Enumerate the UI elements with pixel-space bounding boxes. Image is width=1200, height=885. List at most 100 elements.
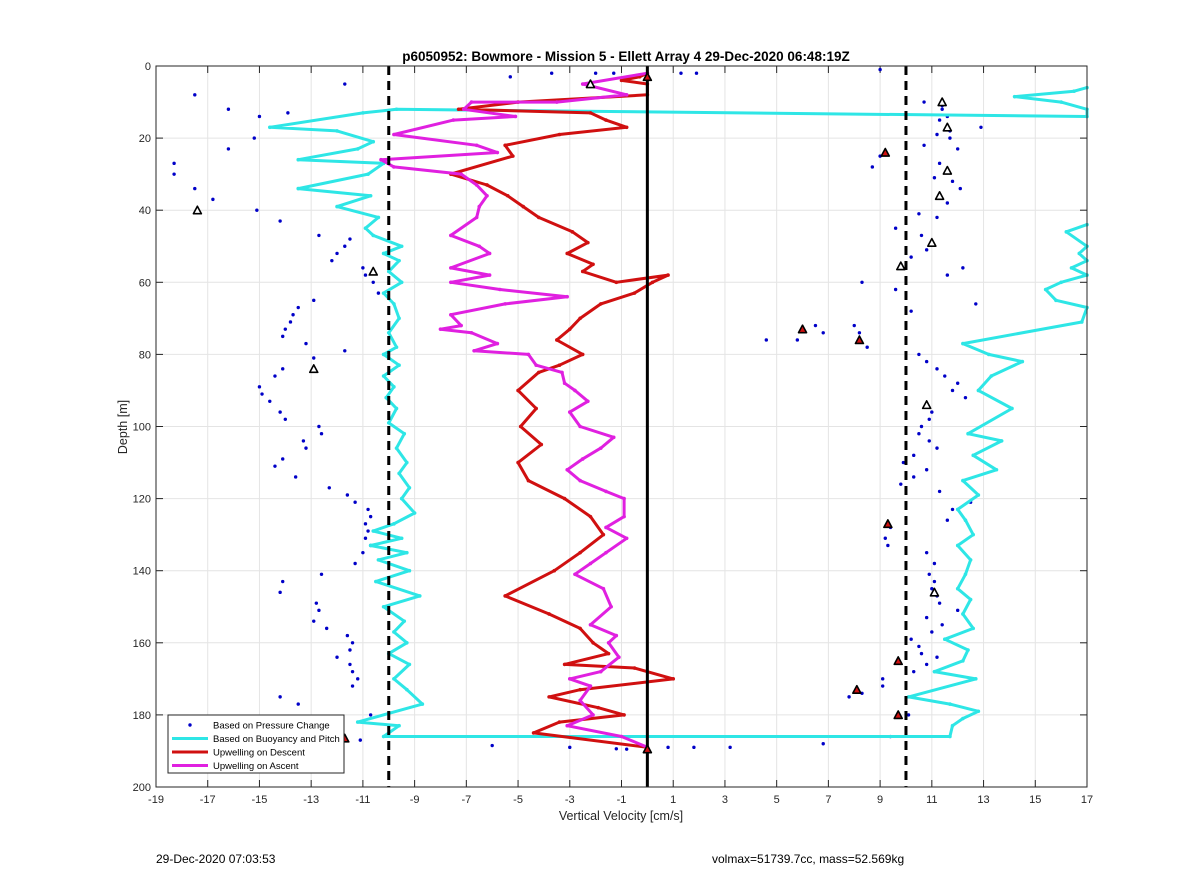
data-point — [226, 107, 231, 111]
series-point — [477, 204, 482, 209]
series-point — [971, 626, 976, 631]
x-tick-label: -17 — [200, 794, 216, 806]
data-point — [368, 713, 373, 717]
series-point — [578, 687, 582, 692]
data-point — [312, 619, 316, 623]
data-point — [666, 745, 670, 750]
data-point — [278, 219, 282, 223]
series-point — [518, 424, 523, 429]
series-point — [604, 525, 608, 530]
x-tick-label: -13 — [303, 794, 319, 806]
series-point — [394, 406, 399, 411]
data-point — [912, 669, 916, 674]
data-point — [614, 747, 619, 751]
series-point — [588, 514, 593, 519]
y-tick-label: 80 — [139, 349, 151, 361]
series-point — [381, 291, 386, 295]
data-point — [312, 298, 316, 303]
series-point — [521, 204, 526, 209]
triangle-marker — [883, 519, 893, 529]
data-point — [361, 266, 365, 270]
data-point — [893, 287, 898, 292]
data-point — [278, 410, 282, 414]
series-point — [267, 125, 272, 130]
series-point — [392, 522, 396, 526]
x-tick-label: 11 — [926, 794, 937, 806]
data-point — [909, 309, 913, 313]
series-point — [573, 388, 577, 393]
data-point — [880, 684, 885, 688]
series-point — [966, 431, 970, 436]
series-point — [536, 215, 541, 220]
legend-swatch — [188, 723, 192, 727]
series-point — [474, 143, 479, 148]
data-point — [304, 341, 308, 346]
series-point — [296, 157, 301, 162]
series-point — [968, 597, 973, 602]
series-point — [381, 374, 386, 378]
series-point — [588, 561, 593, 566]
series-point — [565, 294, 569, 299]
series-point — [1054, 298, 1058, 303]
series-point — [955, 543, 960, 548]
y-axis-label: Depth [m] — [116, 400, 130, 454]
legend-label: Upwelling on Ascent — [213, 761, 299, 772]
series-point — [407, 662, 412, 667]
data-point — [955, 147, 960, 151]
series-point — [485, 183, 489, 187]
series-point — [622, 514, 626, 519]
series-point — [371, 233, 376, 238]
series-point — [384, 395, 388, 400]
series-layer — [172, 67, 1089, 751]
data-point — [314, 601, 319, 605]
series-point — [591, 713, 595, 717]
x-tick-label: -11 — [355, 794, 370, 806]
triangle-marker — [942, 165, 953, 175]
data-point — [283, 327, 288, 331]
data-point — [932, 579, 937, 584]
series-point — [392, 132, 396, 137]
data-point — [343, 244, 347, 248]
series-point — [1043, 287, 1048, 292]
data-point — [257, 114, 262, 119]
series-point — [1012, 94, 1017, 99]
series-point — [407, 485, 412, 490]
triangle-marker — [642, 72, 653, 82]
series-point — [906, 695, 911, 699]
legend-label: Upwelling on Descent — [213, 748, 305, 759]
data-point — [286, 111, 290, 115]
series-point — [397, 723, 401, 728]
data-point — [909, 255, 913, 259]
data-point — [937, 161, 942, 166]
data-point — [945, 518, 950, 522]
data-point — [211, 197, 215, 202]
data-point — [317, 424, 321, 429]
series-point — [1069, 266, 1074, 270]
data-point — [368, 514, 373, 519]
series-point — [950, 723, 955, 728]
series-point — [624, 93, 629, 97]
triangle-marker — [942, 122, 953, 132]
data-point — [343, 82, 347, 86]
data-point — [950, 507, 955, 512]
data-point — [692, 745, 696, 750]
x-tick-label: 7 — [825, 794, 831, 806]
x-tick-label: 9 — [877, 794, 883, 806]
data-point — [358, 738, 363, 742]
series-point — [596, 705, 601, 710]
triangle-marker — [934, 190, 945, 201]
triangle-marker — [585, 79, 596, 89]
x-tick-label: 3 — [722, 794, 728, 806]
data-point — [281, 334, 285, 339]
data-point — [348, 662, 352, 667]
series-point — [948, 702, 952, 706]
series-point — [567, 410, 572, 414]
data-point — [821, 742, 825, 746]
triangle-marker — [921, 400, 932, 410]
series-point — [531, 731, 536, 735]
series-point — [355, 720, 360, 724]
data-point — [927, 572, 931, 577]
data-point — [935, 446, 939, 450]
series-point — [963, 572, 968, 577]
series-point — [562, 662, 567, 667]
